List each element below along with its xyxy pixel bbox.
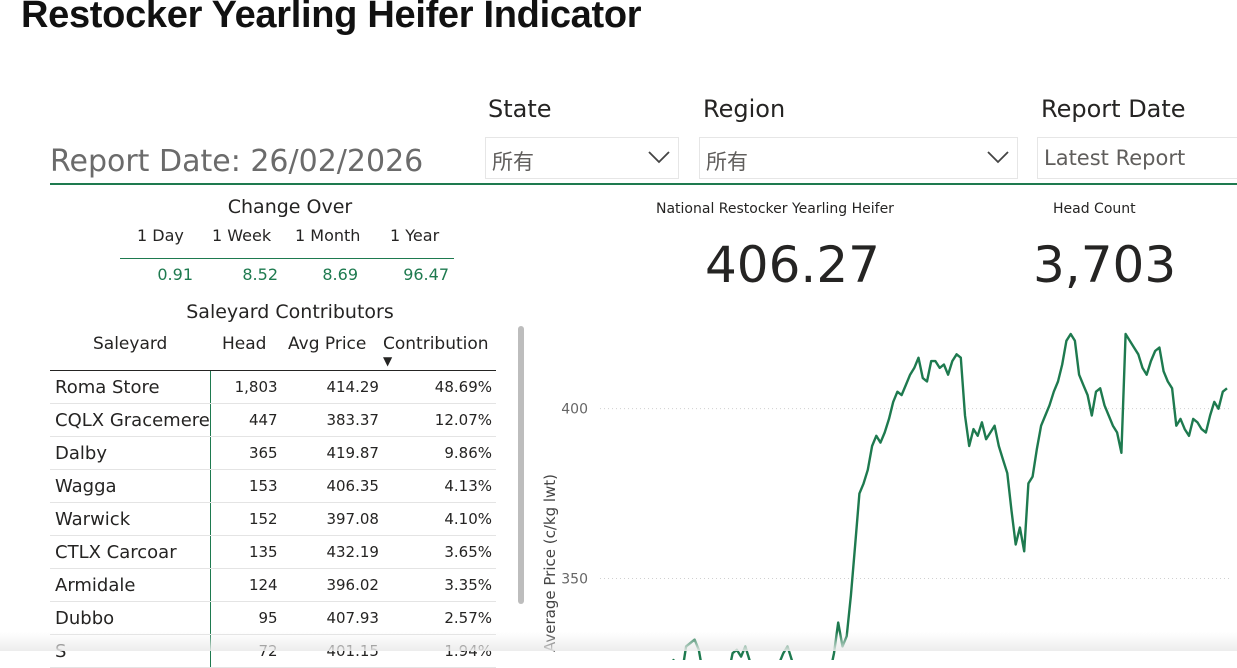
saleyard-cell-price: 397.08 (277, 502, 379, 536)
state-dropdown[interactable]: 所有 (485, 137, 679, 179)
saleyard-cell-price: 407.93 (277, 601, 379, 635)
region-dropdown[interactable]: 所有 (699, 137, 1018, 179)
y-axis-label: Average Price (c/kg lwt) (541, 474, 559, 652)
chevron-down-icon (648, 151, 670, 164)
change-col-1day: 1 Day (137, 226, 184, 245)
saleyard-col-name[interactable]: Saleyard (93, 334, 168, 354)
change-value-1day: 0.91 (157, 265, 193, 284)
saleyard-cell-price: 406.35 (277, 469, 379, 503)
saleyard-cell-contribution: 3.65% (378, 535, 496, 569)
indicator-label: National Restocker Yearling Heifer (656, 201, 894, 217)
saleyard-col-contribution[interactable]: Contribution (383, 334, 489, 354)
report-date-heading: Report Date: 26/02/2026 (50, 144, 424, 179)
header-divider (50, 183, 1237, 185)
saleyard-cell-contribution: 4.13% (378, 469, 496, 503)
saleyard-cell-head: 124 (210, 568, 278, 602)
saleyard-cell-price: 383.37 (277, 403, 379, 437)
saleyard-cell-contribution: 12.07% (378, 403, 496, 437)
change-over-title: Change Over (227, 196, 353, 218)
saleyard-cell-name: Wagga (50, 469, 211, 503)
saleyard-cell-head: 447 (210, 403, 278, 437)
table-row[interactable]: Dubbo 95 407.93 2.57% (50, 601, 496, 635)
saleyard-cell-head: 135 (210, 535, 278, 569)
saleyard-cell-head: 153 (210, 469, 278, 503)
saleyard-cell-head: 95 (210, 601, 278, 635)
region-slicer-label: Region (703, 95, 786, 123)
sort-descending-icon: ▼ (383, 354, 393, 368)
saleyard-cell-contribution: 3.35% (378, 568, 496, 602)
table-row[interactable]: Dalby 365 419.87 9.86% (50, 436, 496, 470)
saleyard-cell-contribution: 4.10% (378, 502, 496, 536)
report-date-slicer-label: Report Date (1041, 95, 1186, 123)
saleyard-cell-price: 414.29 (277, 371, 379, 404)
saleyard-cell-name: Armidale (50, 568, 211, 602)
chevron-down-icon (987, 151, 1009, 164)
change-col-1month: 1 Month (295, 226, 361, 245)
saleyard-cell-price: 432.19 (277, 535, 379, 569)
change-value-1year: 96.47 (403, 265, 449, 284)
saleyard-cell-price: 419.87 (277, 436, 379, 470)
change-col-1week: 1 Week (212, 226, 272, 245)
indicator-value: 406.27 (705, 236, 880, 294)
table-row[interactable]: Warwick 152 397.08 4.10% (50, 502, 496, 536)
change-value-1month: 8.69 (322, 265, 358, 284)
saleyard-cell-name: CQLX Gracemere (50, 403, 211, 437)
price-line-chart: 350 400 Average Price (c/kg lwt) (541, 332, 1230, 660)
saleyard-cell-name: CTLX Carcoar (50, 535, 211, 569)
change-value-1week: 8.52 (242, 265, 278, 284)
saleyard-cell-head: 365 (210, 436, 278, 470)
saleyard-cell-price: 396.02 (277, 568, 379, 602)
saleyard-cell-name: Dalby (50, 436, 211, 470)
table-row[interactable]: CQLX Gracemere 447 383.37 12.07% (50, 403, 496, 437)
page-title: Restocker Yearling Heifer Indicator (21, 0, 642, 36)
table-scrollbar[interactable] (518, 326, 524, 604)
saleyard-cell-name: Warwick (50, 502, 211, 536)
saleyard-table: Roma Store 1,803 414.29 48.69% CQLX Gracemer… (50, 371, 496, 668)
region-dropdown-value: 所有 (706, 150, 748, 174)
saleyard-col-head[interactable]: Head (222, 334, 267, 354)
report-date-dropdown[interactable]: Latest Report (1037, 137, 1237, 179)
saleyard-cell-head: 1,803 (210, 371, 278, 404)
saleyard-cell-contribution: 48.69% (378, 371, 496, 404)
head-count-value: 3,703 (1033, 236, 1177, 294)
head-count-label: Head Count (1053, 201, 1136, 217)
price-series-line (672, 332, 1228, 660)
saleyard-title: Saleyard Contributors (186, 301, 394, 323)
table-header-divider (50, 370, 496, 371)
change-over-divider (120, 258, 454, 259)
saleyard-cell-name: Dubbo (50, 601, 211, 635)
y-tick-label: 400 (561, 402, 588, 418)
y-tick-label: 350 (561, 571, 588, 587)
state-dropdown-value: 所有 (492, 150, 534, 174)
change-col-1year: 1 Year (390, 226, 440, 245)
state-slicer-label: State (488, 95, 552, 123)
table-row[interactable]: Wagga 153 406.35 4.13% (50, 469, 496, 503)
saleyard-cell-contribution: 2.57% (378, 601, 496, 635)
window-bottom-edge (0, 632, 1237, 651)
saleyard-cell-contribution: 9.86% (378, 436, 496, 470)
table-row[interactable]: Roma Store 1,803 414.29 48.69% (50, 371, 496, 404)
saleyard-col-avg-price[interactable]: Avg Price (288, 334, 367, 354)
saleyard-cell-name: Roma Store (50, 371, 211, 404)
table-row[interactable]: CTLX Carcoar 135 432.19 3.65% (50, 535, 496, 569)
table-row[interactable]: Armidale 124 396.02 3.35% (50, 568, 496, 602)
report-date-dropdown-value: Latest Report (1044, 146, 1186, 170)
saleyard-cell-head: 152 (210, 502, 278, 536)
